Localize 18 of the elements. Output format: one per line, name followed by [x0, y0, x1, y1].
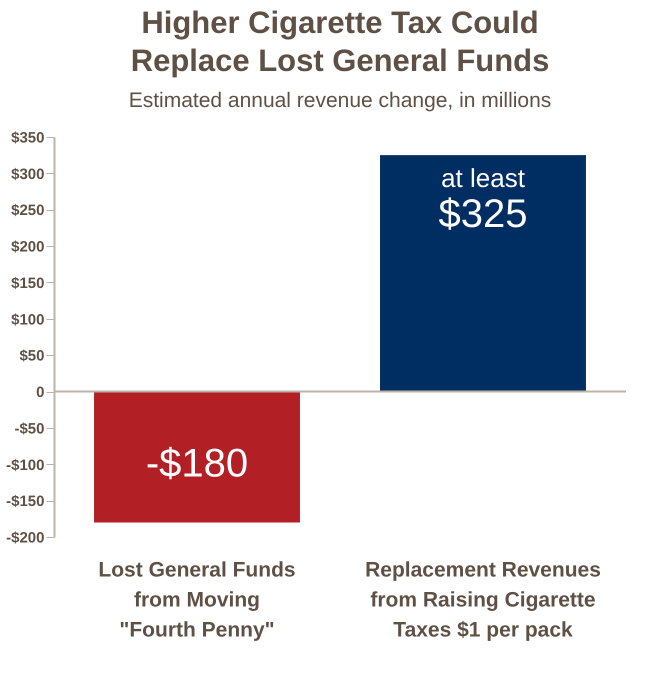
x-tick-label: Lost General Funds from Moving "Fourth Penny" [98, 558, 296, 642]
y-tick-label: 0 [36, 384, 44, 402]
data-label: -$180 [146, 441, 248, 486]
chart-subtitle: Estimated annual revenue change, in millions [128, 89, 552, 112]
y-tick-label: $200 [11, 238, 44, 256]
y-tick-label: -$100 [6, 456, 44, 474]
y-tick-label: -$50 [14, 420, 44, 438]
x-tick-label: Replacement Revenues from Raising Cigarette Taxes $1 per pack [365, 558, 601, 642]
y-tick-label: $350 [11, 130, 44, 146]
y-tick-label: $250 [11, 202, 44, 220]
chart-title: Higher Cigarette Tax Could Replace Lost General Funds [130, 5, 550, 78]
y-tick-label: $100 [11, 311, 44, 328]
y-tick-label: $150 [11, 274, 44, 292]
y-tick-label: -$150 [6, 493, 44, 510]
data-label: at least $325 [438, 163, 528, 236]
y-tick-label: $50 [19, 348, 44, 365]
y-tick-label: $300 [11, 166, 44, 183]
y-tick-label: -$200 [6, 530, 44, 546]
